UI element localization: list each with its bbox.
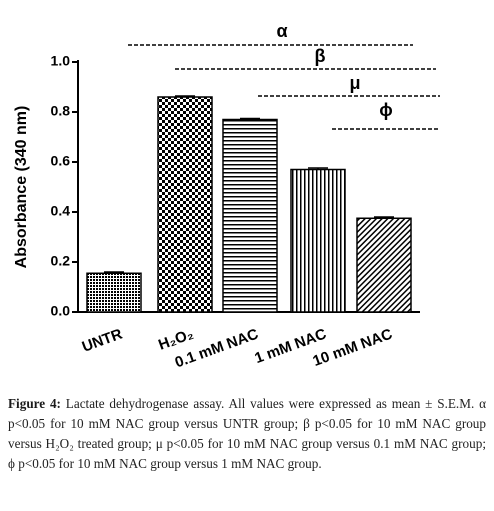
significance-label: μ bbox=[349, 73, 360, 93]
chart: Absorbance (340 nm) 0.0 0.2 0.4 0.6 0.8 1.0 UN… bbox=[13, 21, 440, 371]
x-tick-label: UNTR bbox=[80, 325, 125, 355]
y-tick-label: 0.2 bbox=[51, 253, 71, 269]
bar bbox=[157, 96, 213, 313]
significance-label: ϕ bbox=[379, 100, 393, 120]
caption-text: Lactate dehydrogenase assay. All values … bbox=[8, 396, 486, 471]
y-tick-label: 0.8 bbox=[51, 103, 71, 119]
y-tick-label: 0.6 bbox=[51, 153, 71, 169]
y-tick-label: 0.4 bbox=[51, 203, 71, 219]
caption-label: Figure 4: bbox=[8, 396, 61, 411]
bar bbox=[290, 168, 346, 313]
bar bbox=[222, 118, 278, 313]
significance-label: α bbox=[276, 21, 287, 41]
y-axis-title: Absorbance (340 nm) bbox=[13, 106, 30, 269]
y-tick-label: 1.0 bbox=[51, 53, 71, 69]
caption: Figure 4: Lactate dehydrogenase assay. A… bbox=[8, 394, 486, 474]
significance-label: β bbox=[315, 46, 326, 66]
bar bbox=[356, 217, 412, 313]
y-tick-label: 0.0 bbox=[51, 303, 71, 319]
bar bbox=[86, 272, 142, 313]
